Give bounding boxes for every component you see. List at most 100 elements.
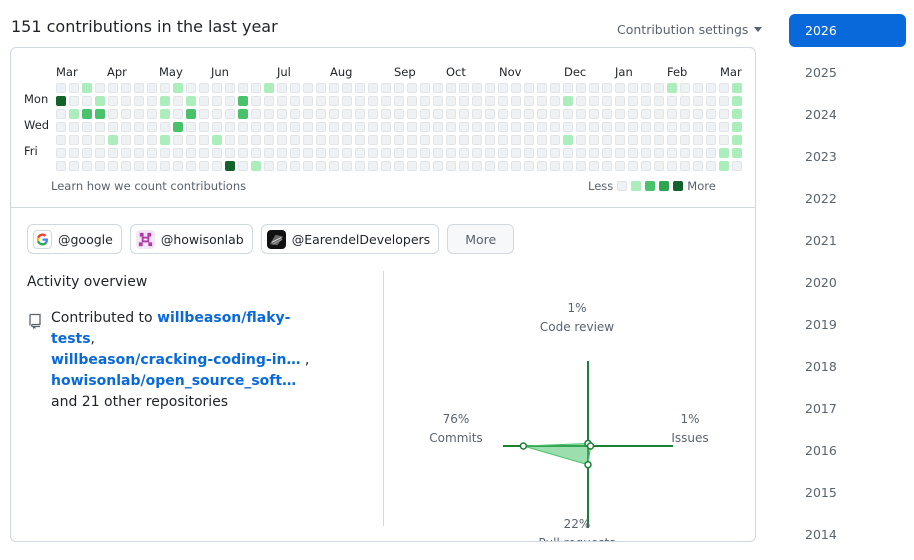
contribution-day-cell[interactable]: [56, 122, 66, 132]
contribution-day-cell[interactable]: [238, 83, 248, 93]
year-link-2023[interactable]: 2023: [805, 149, 837, 164]
year-link-2026[interactable]: 2026: [789, 14, 906, 47]
contribution-day-cell[interactable]: [199, 122, 209, 132]
contribution-day-cell[interactable]: [95, 148, 105, 158]
contribution-day-cell[interactable]: [199, 109, 209, 119]
contribution-day-cell[interactable]: [628, 83, 638, 93]
contribution-day-cell[interactable]: [485, 96, 495, 106]
contribution-day-cell[interactable]: [563, 148, 573, 158]
learn-how-link[interactable]: Learn how we count contributions: [51, 179, 247, 193]
contribution-day-cell[interactable]: [615, 96, 625, 106]
contribution-day-cell[interactable]: [134, 109, 144, 119]
contribution-day-cell[interactable]: [680, 109, 690, 119]
contribution-settings-button[interactable]: Contribution settings: [617, 22, 763, 37]
contribution-day-cell[interactable]: [342, 161, 352, 171]
contribution-day-cell[interactable]: [576, 122, 586, 132]
contribution-day-cell[interactable]: [368, 109, 378, 119]
contribution-day-cell[interactable]: [446, 161, 456, 171]
contribution-day-cell[interactable]: [680, 161, 690, 171]
contribution-day-cell[interactable]: [160, 122, 170, 132]
contribution-day-cell[interactable]: [407, 83, 417, 93]
contribution-day-cell[interactable]: [56, 161, 66, 171]
contribution-day-cell[interactable]: [719, 96, 729, 106]
contribution-day-cell[interactable]: [498, 122, 508, 132]
contribution-day-cell[interactable]: [355, 83, 365, 93]
contribution-day-cell[interactable]: [719, 161, 729, 171]
contribution-day-cell[interactable]: [108, 83, 118, 93]
contribution-day-cell[interactable]: [95, 135, 105, 145]
contribution-day-cell[interactable]: [693, 96, 703, 106]
contribution-day-cell[interactable]: [602, 135, 612, 145]
contribution-day-cell[interactable]: [342, 122, 352, 132]
contribution-day-cell[interactable]: [719, 135, 729, 145]
contribution-day-cell[interactable]: [485, 122, 495, 132]
contribution-day-cell[interactable]: [511, 83, 521, 93]
contribution-day-cell[interactable]: [316, 109, 326, 119]
contribution-day-cell[interactable]: [615, 109, 625, 119]
contribution-day-cell[interactable]: [563, 135, 573, 145]
contribution-day-cell[interactable]: [69, 109, 79, 119]
contribution-day-cell[interactable]: [394, 135, 404, 145]
contribution-day-cell[interactable]: [459, 109, 469, 119]
contribution-day-cell[interactable]: [511, 148, 521, 158]
contribution-day-cell[interactable]: [225, 135, 235, 145]
contribution-day-cell[interactable]: [173, 83, 183, 93]
contribution-day-cell[interactable]: [355, 135, 365, 145]
contribution-day-cell[interactable]: [290, 122, 300, 132]
contribution-day-cell[interactable]: [199, 83, 209, 93]
repo-link-open-source[interactable]: howisonlab/open_source_soft…: [51, 373, 297, 389]
contribution-day-cell[interactable]: [238, 122, 248, 132]
contribution-day-cell[interactable]: [225, 109, 235, 119]
contribution-day-cell[interactable]: [329, 96, 339, 106]
contribution-day-cell[interactable]: [355, 109, 365, 119]
contribution-day-cell[interactable]: [407, 109, 417, 119]
contribution-day-cell[interactable]: [186, 122, 196, 132]
contribution-day-cell[interactable]: [199, 161, 209, 171]
contribution-day-cell[interactable]: [446, 96, 456, 106]
contribution-day-cell[interactable]: [420, 83, 430, 93]
year-link-2021[interactable]: 2021: [805, 233, 837, 248]
contribution-day-cell[interactable]: [199, 148, 209, 158]
contribution-day-cell[interactable]: [95, 96, 105, 106]
contribution-day-cell[interactable]: [394, 109, 404, 119]
contribution-day-cell[interactable]: [186, 161, 196, 171]
contribution-day-cell[interactable]: [446, 109, 456, 119]
contribution-day-cell[interactable]: [433, 83, 443, 93]
contribution-day-cell[interactable]: [511, 135, 521, 145]
contribution-day-cell[interactable]: [628, 122, 638, 132]
contribution-day-cell[interactable]: [524, 96, 534, 106]
contribution-day-cell[interactable]: [160, 83, 170, 93]
contribution-day-cell[interactable]: [186, 109, 196, 119]
year-link-2020[interactable]: 2020: [805, 275, 837, 290]
contribution-day-cell[interactable]: [407, 96, 417, 106]
contribution-day-cell[interactable]: [732, 109, 742, 119]
contribution-day-cell[interactable]: [56, 109, 66, 119]
contribution-day-cell[interactable]: [433, 96, 443, 106]
contribution-day-cell[interactable]: [95, 109, 105, 119]
contribution-day-cell[interactable]: [459, 148, 469, 158]
contribution-day-cell[interactable]: [524, 161, 534, 171]
contribution-day-cell[interactable]: [355, 96, 365, 106]
contribution-day-cell[interactable]: [459, 161, 469, 171]
contribution-day-cell[interactable]: [134, 135, 144, 145]
contribution-day-cell[interactable]: [576, 148, 586, 158]
contribution-day-cell[interactable]: [69, 122, 79, 132]
contribution-day-cell[interactable]: [537, 122, 547, 132]
contribution-day-cell[interactable]: [199, 96, 209, 106]
contribution-day-cell[interactable]: [355, 161, 365, 171]
contribution-day-cell[interactable]: [160, 148, 170, 158]
contribution-day-cell[interactable]: [654, 135, 664, 145]
contribution-day-cell[interactable]: [316, 96, 326, 106]
contribution-day-cell[interactable]: [368, 96, 378, 106]
contribution-day-cell[interactable]: [251, 161, 261, 171]
contribution-day-cell[interactable]: [251, 83, 261, 93]
contribution-day-cell[interactable]: [706, 83, 716, 93]
contribution-day-cell[interactable]: [485, 135, 495, 145]
contribution-day-cell[interactable]: [355, 122, 365, 132]
contribution-day-cell[interactable]: [264, 109, 274, 119]
contribution-day-cell[interactable]: [654, 83, 664, 93]
contribution-day-cell[interactable]: [589, 122, 599, 132]
contribution-day-cell[interactable]: [589, 161, 599, 171]
contribution-day-cell[interactable]: [472, 135, 482, 145]
contribution-day-cell[interactable]: [420, 96, 430, 106]
